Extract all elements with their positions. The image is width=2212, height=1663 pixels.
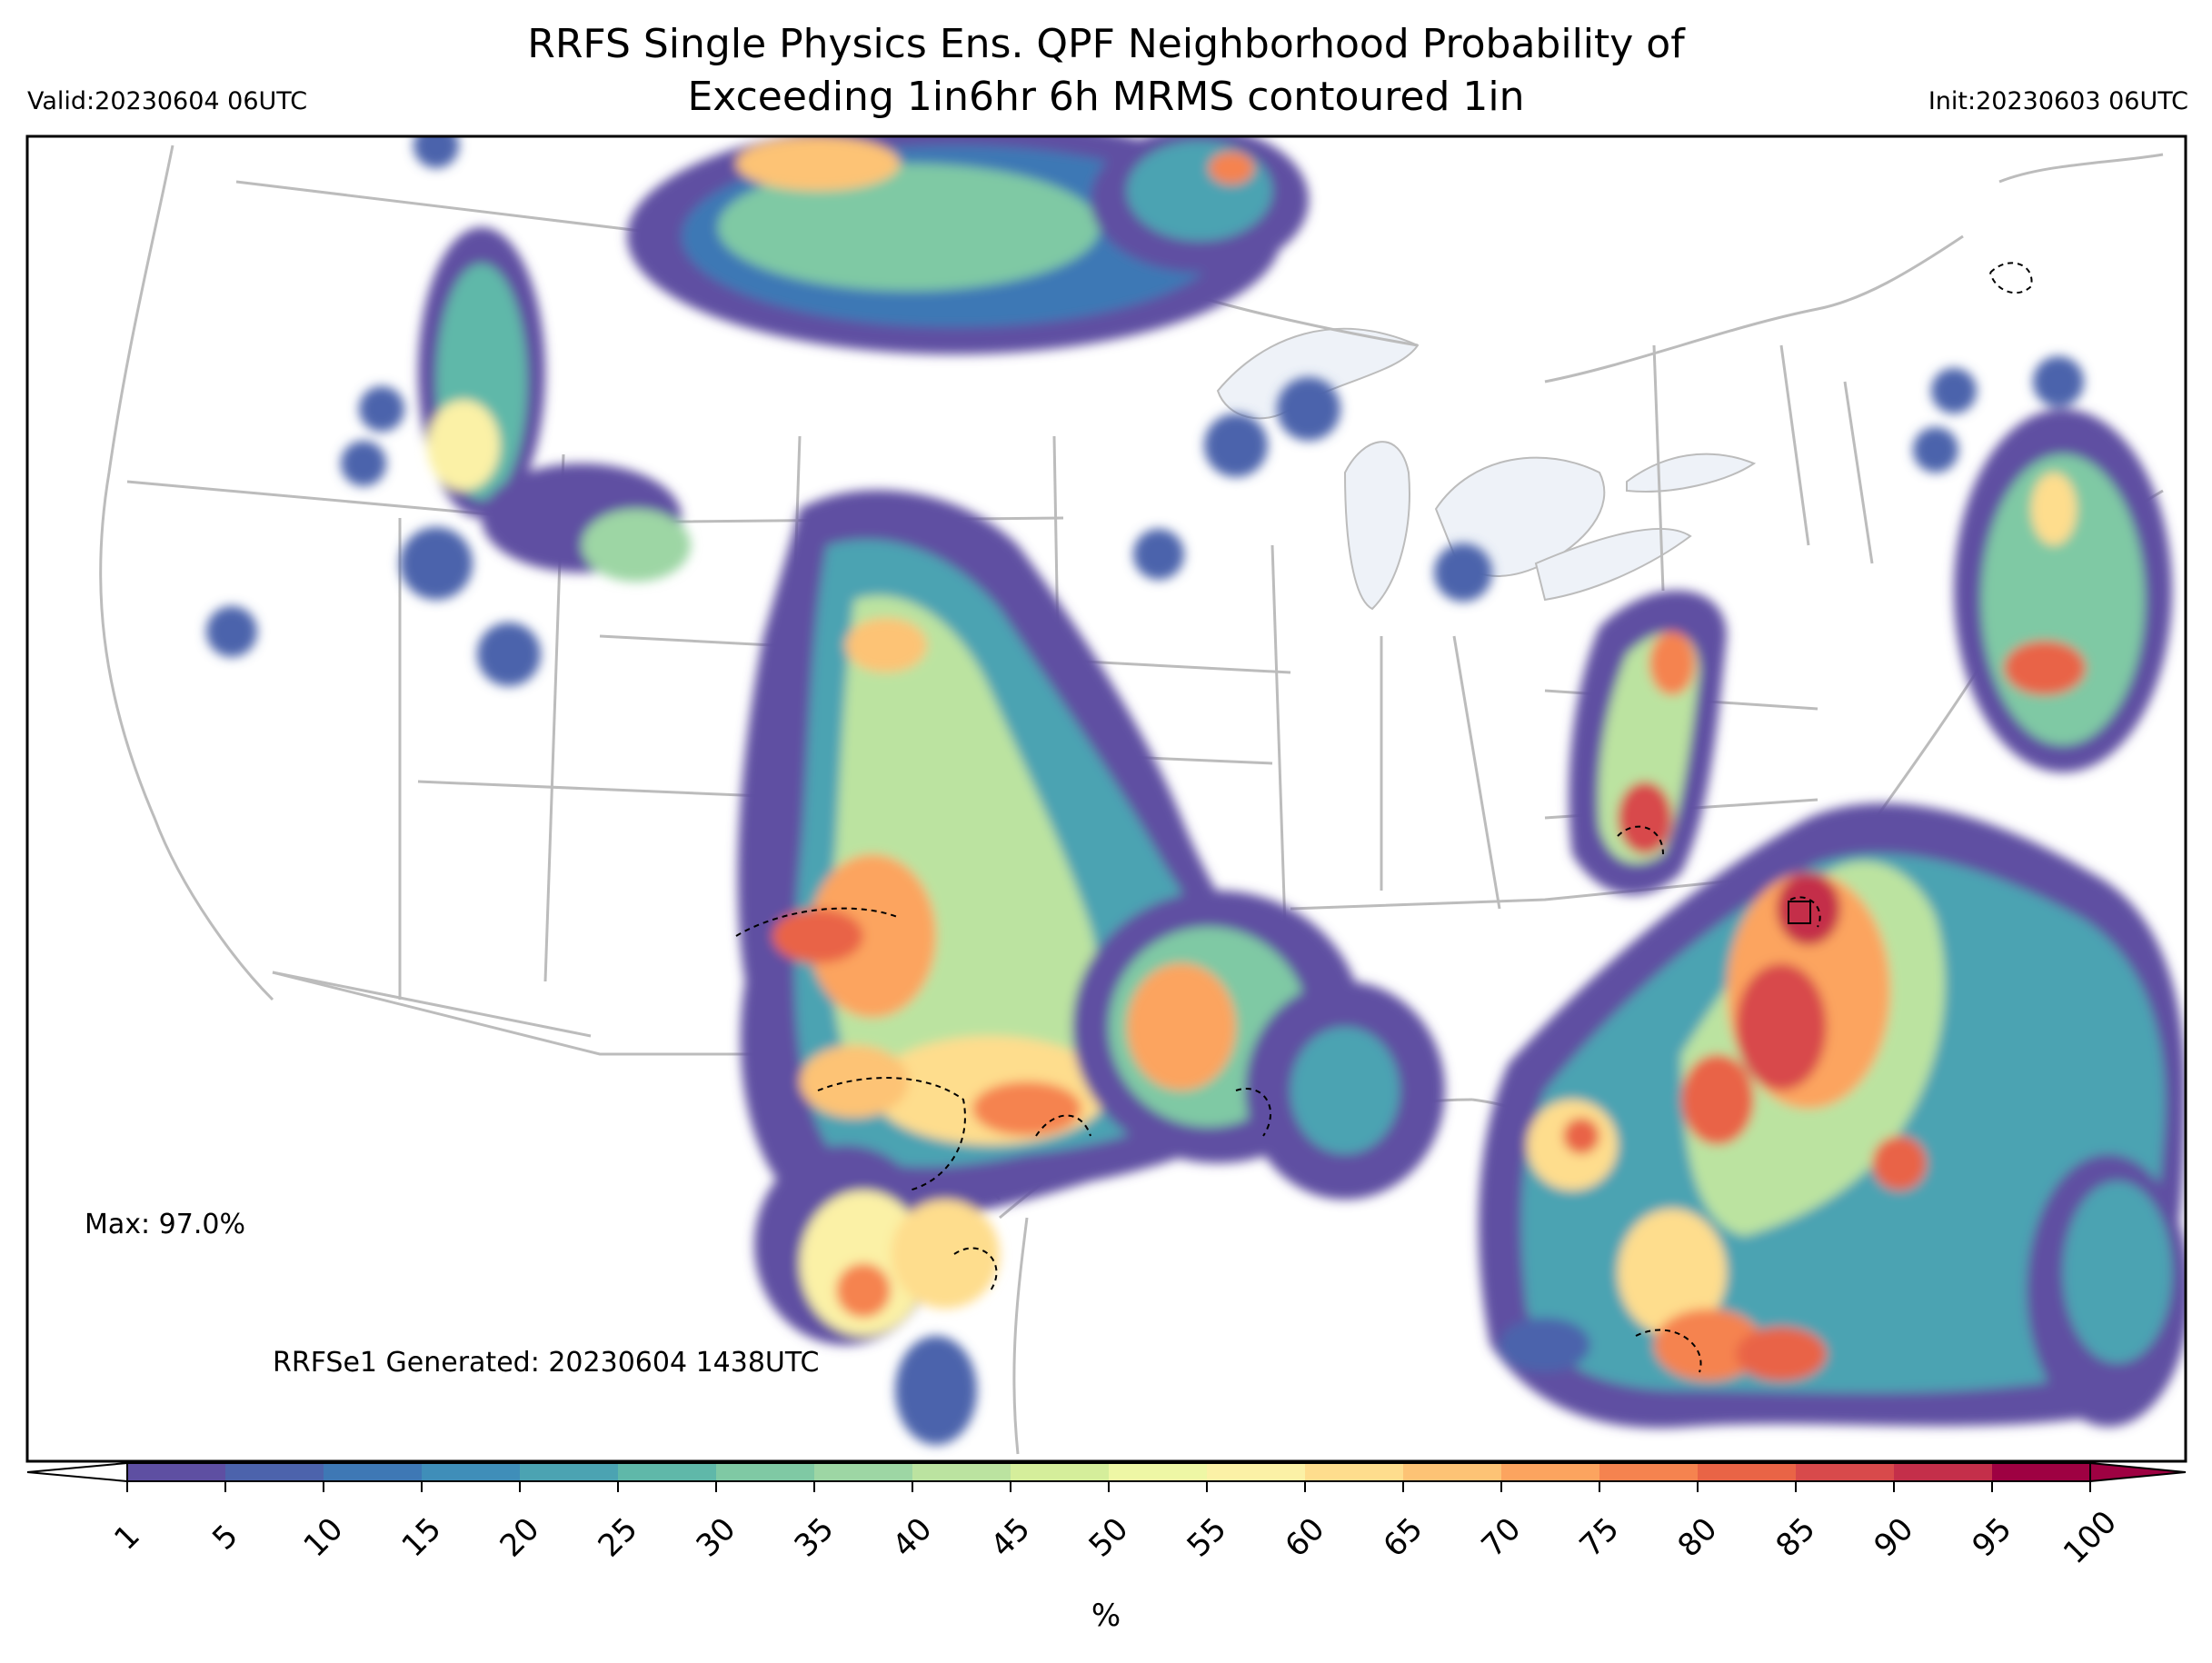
prob-region-north (627, 136, 1309, 354)
colorbar-segment (1305, 1463, 1404, 1481)
colorbar-segment (1403, 1463, 1502, 1481)
colorbar-segment (520, 1463, 619, 1481)
colorbar-segment (1992, 1463, 2091, 1481)
prob-region-southeast (1478, 802, 2186, 1429)
title-line-2: Exceeding 1in6hr 6h MRMS contoured 1in (687, 74, 1525, 120)
colorbar-segment (225, 1463, 324, 1481)
colorbar-segment (1501, 1463, 1600, 1481)
probability-field (206, 136, 2186, 1445)
colorbar-segment (422, 1463, 521, 1481)
mrms-contours (735, 262, 2033, 1373)
colorbar-segment (618, 1463, 717, 1481)
colorbar (26, 1461, 2187, 1492)
colorbar-label: % (1091, 1598, 1121, 1634)
prob-region-northwest (206, 136, 1492, 686)
colorbar-segment (1894, 1463, 1993, 1481)
valid-time: Valid:20230604 06UTC (27, 87, 308, 115)
colorbar-segment (716, 1463, 815, 1481)
colorbar-segment (1207, 1463, 1306, 1481)
colorbar-under-arrow (26, 1461, 128, 1483)
colorbar-segment (1599, 1463, 1699, 1481)
colorbar-segment (1011, 1463, 1110, 1481)
chart-title: RRFS Single Physics Ens. QPF Neighborhoo… (0, 18, 2212, 124)
colorbar-segment (912, 1463, 1011, 1481)
prob-region-appalachia (1569, 590, 1727, 895)
prob-region-atlantic (1500, 356, 2186, 1427)
generated-label: RRFSe1 Generated: 20230604 1438UTC (273, 1347, 820, 1379)
colorbar-segment (1796, 1463, 1895, 1481)
map-frame (25, 134, 2187, 1463)
colorbar-segment (324, 1463, 423, 1481)
colorbar-segment (127, 1463, 226, 1481)
colorbar-over-arrow (2089, 1461, 2187, 1483)
prob-region-midsouth (1072, 891, 1445, 1200)
title-line-1: RRFS Single Physics Ens. QPF Neighborhoo… (527, 21, 1685, 67)
max-location-marker (1788, 901, 1811, 924)
max-value-label: Max: 97.0% (85, 1209, 245, 1240)
colorbar-segment (1698, 1463, 1797, 1481)
colorbar-segment (1109, 1463, 1208, 1481)
init-time: Init:20230603 06UTC (1928, 87, 2188, 115)
colorbar-segment (814, 1463, 913, 1481)
